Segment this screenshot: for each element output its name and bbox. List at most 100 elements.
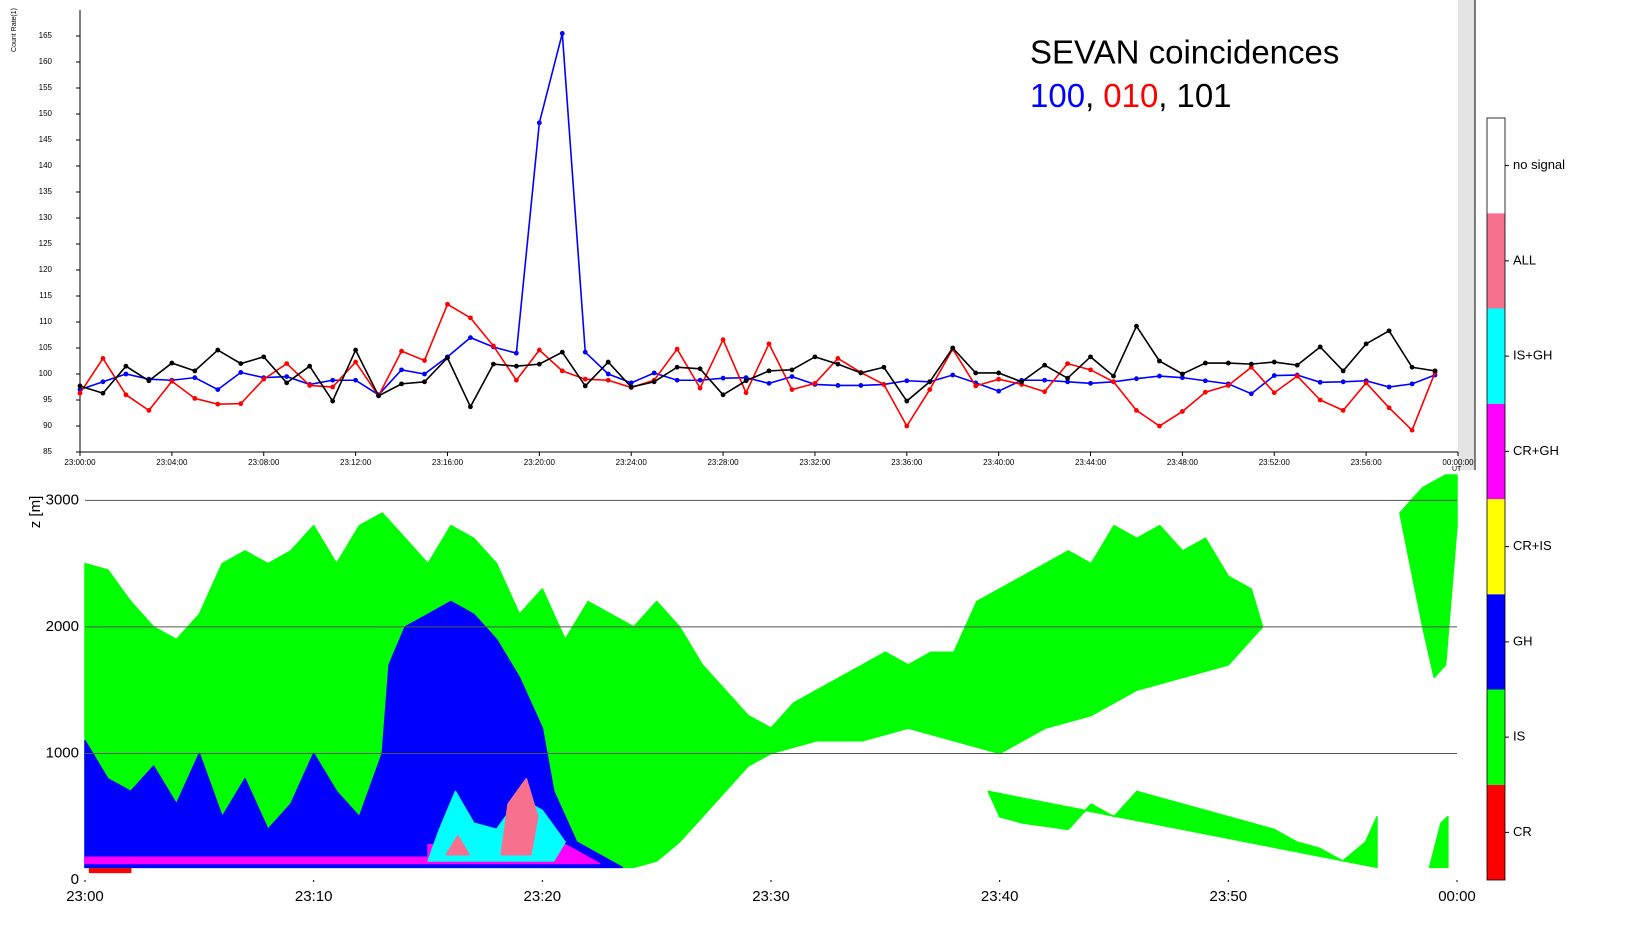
- data-point: [605, 371, 611, 377]
- data-point: [1386, 328, 1392, 334]
- data-point: [766, 380, 772, 386]
- data-point: [1271, 359, 1277, 365]
- data-point: [766, 341, 772, 347]
- data-point: [536, 361, 542, 367]
- data-point: [743, 378, 749, 384]
- data-point: [651, 379, 657, 385]
- x-tick-label: 00:00: [1438, 888, 1476, 905]
- data-point: [881, 364, 887, 370]
- data-point: [766, 368, 772, 374]
- data-point: [628, 384, 634, 390]
- data-point: [950, 372, 956, 378]
- data-point: [1363, 341, 1369, 347]
- legend-swatch: [1487, 308, 1505, 404]
- y-tick-label: 90: [43, 421, 52, 430]
- data-point: [1157, 358, 1162, 364]
- data-point: [1386, 405, 1392, 411]
- y-tick-label: 120: [39, 265, 53, 274]
- data-point: [1042, 377, 1047, 383]
- data-point: [559, 368, 565, 374]
- data-point: [353, 359, 358, 365]
- data-point: [1202, 378, 1208, 384]
- data-point: [261, 376, 267, 382]
- x-tick-label: 23:30: [752, 888, 790, 905]
- data-point: [835, 356, 841, 361]
- data-point: [513, 377, 519, 383]
- data-point: [1271, 390, 1277, 396]
- data-point: [1225, 360, 1231, 366]
- data-point: [1202, 389, 1208, 395]
- x-tick-label: 23:08:00: [248, 458, 280, 467]
- x-tick-label: 23:36:00: [891, 458, 923, 467]
- data-point: [215, 401, 221, 407]
- data-point: [215, 347, 221, 353]
- data-point: [284, 380, 290, 386]
- data-point: [1294, 362, 1300, 368]
- x-tick-label: 23:40:00: [983, 458, 1015, 467]
- data-point: [1317, 344, 1323, 350]
- y-tick-label: 110: [39, 317, 52, 326]
- data-point: [353, 347, 358, 353]
- x-tick-label: 23:24:00: [616, 458, 648, 467]
- data-point: [399, 367, 404, 373]
- x-tick-label: 23:40: [981, 888, 1019, 905]
- class-region: [84, 600, 624, 869]
- x-tick-label: 23:04:00: [156, 458, 188, 467]
- y-tick-label: 150: [39, 109, 53, 118]
- data-point: [1042, 389, 1047, 395]
- data-point: [100, 356, 106, 361]
- data-point: [697, 377, 703, 383]
- legend-label: CR+IS: [1513, 538, 1552, 553]
- data-point: [559, 31, 565, 36]
- data-point: [422, 358, 427, 363]
- data-point: [330, 384, 336, 390]
- data-point: [697, 385, 703, 391]
- data-point: [1111, 379, 1116, 385]
- data-point: [468, 315, 473, 321]
- legend: 100, 010, 101: [1030, 77, 1232, 114]
- data-point: [1065, 379, 1070, 385]
- legend-entry: 100: [1030, 77, 1085, 114]
- data-point: [1042, 362, 1047, 368]
- y-tick-label: 155: [39, 83, 53, 92]
- x-tick-label: 23:44:00: [1075, 458, 1107, 467]
- data-point: [628, 380, 634, 386]
- class-region: [445, 834, 470, 856]
- data-point: [559, 349, 565, 355]
- legend-separator: ,: [1158, 77, 1167, 114]
- data-point: [513, 350, 519, 356]
- data-point: [192, 368, 198, 374]
- data-point: [1317, 379, 1323, 385]
- data-point: [697, 366, 703, 372]
- y-tick-label: 140: [39, 161, 53, 170]
- data-point: [858, 383, 864, 388]
- data-point: [605, 359, 611, 365]
- data-point: [1271, 373, 1277, 378]
- data-point: [1134, 323, 1139, 329]
- data-point: [100, 379, 106, 385]
- class-region: [1428, 815, 1449, 869]
- data-point: [1111, 373, 1116, 379]
- data-point: [582, 376, 588, 382]
- data-point: [1340, 368, 1346, 374]
- data-point: [307, 383, 313, 388]
- data-point: [330, 377, 336, 383]
- y-tick-label: 105: [39, 343, 53, 352]
- data-point: [491, 361, 496, 367]
- y-tick-label: 85: [43, 447, 52, 456]
- x-tick-label: 23:48:00: [1167, 458, 1199, 467]
- data-point: [146, 408, 152, 413]
- data-point: [1180, 371, 1185, 377]
- x-tick-label: 23:12:00: [340, 458, 372, 467]
- data-point: [858, 370, 864, 376]
- legend-swatch: [1487, 213, 1505, 309]
- data-point: [422, 371, 427, 377]
- data-point: [468, 335, 473, 340]
- legend-label: IS+GH: [1513, 348, 1552, 363]
- data-point: [904, 423, 910, 429]
- y-tick-label: 95: [43, 395, 52, 404]
- data-point: [881, 382, 887, 387]
- legend-swatch: [1487, 689, 1505, 785]
- data-point: [1432, 368, 1438, 374]
- data-point: [1088, 367, 1093, 373]
